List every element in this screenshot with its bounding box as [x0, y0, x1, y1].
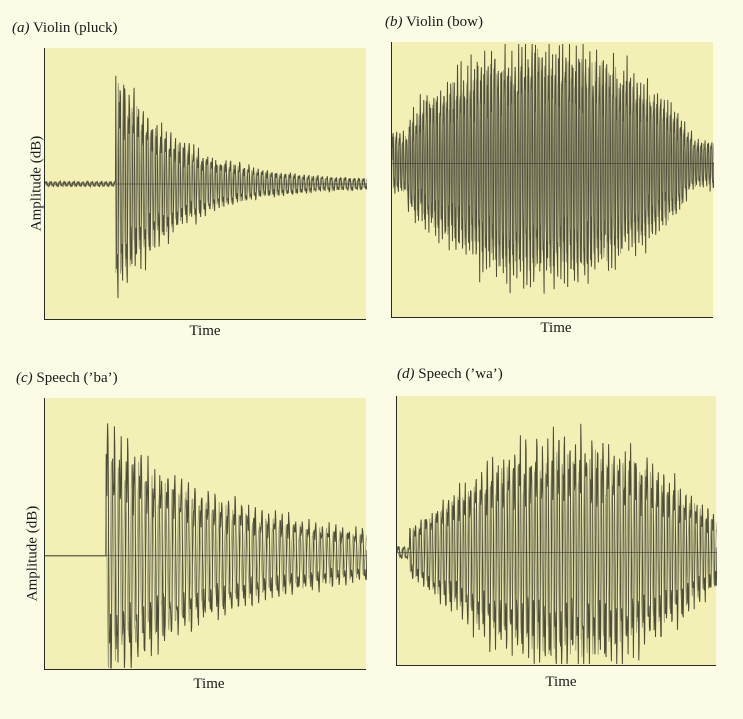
- panel-c-plot: [44, 398, 367, 670]
- waveform-trace-secondary: [397, 449, 717, 657]
- panel-d-waveform: [397, 423, 717, 665]
- waveform-trace-secondary: [45, 461, 367, 669]
- panel-a-ylabel: Amplitude (dB): [28, 135, 45, 232]
- panel-a-xlabel: Time: [189, 323, 221, 339]
- panel-d-title-text: Speech (’wa’): [418, 366, 503, 382]
- panel-b-title-text: Violin (bow): [405, 14, 483, 30]
- panel-c-ylabel: Amplitude (dB): [24, 505, 41, 602]
- waveform-trace: [45, 75, 367, 299]
- waveform-trace-secondary: [45, 83, 367, 274]
- panel-d-title: (d) Speech (’wa’): [397, 366, 503, 383]
- waveform-trace: [397, 423, 717, 665]
- panel-b-xlabel: Time: [540, 320, 572, 336]
- panel-c-waveform: [45, 423, 367, 669]
- panel-d-letter: (d): [397, 366, 415, 382]
- panel-b-plot: [391, 42, 714, 318]
- waveform-trace-secondary: [392, 48, 714, 271]
- panel-c-letter: (c): [16, 370, 33, 386]
- waveform-trace: [392, 43, 714, 294]
- panel-b-title: (b) Violin (bow): [385, 14, 483, 31]
- panel-a-title-text: Violin (pluck): [32, 20, 118, 36]
- panel-c-title: (c) Speech (’ba’): [16, 370, 118, 387]
- panel-a-letter: (a): [12, 20, 30, 36]
- panel-a-title: (a) Violin (pluck): [12, 20, 117, 37]
- panel-c-xlabel: Time: [193, 676, 225, 692]
- panel-a-plot: [44, 48, 367, 320]
- panel-b-letter: (b): [385, 14, 403, 30]
- panel-b-waveform: [392, 43, 714, 294]
- panel-d-plot: [396, 396, 717, 666]
- panel-a-waveform: [45, 75, 367, 299]
- panel-c-title-text: Speech (’ba’): [36, 370, 118, 386]
- panel-d-xlabel: Time: [545, 674, 577, 690]
